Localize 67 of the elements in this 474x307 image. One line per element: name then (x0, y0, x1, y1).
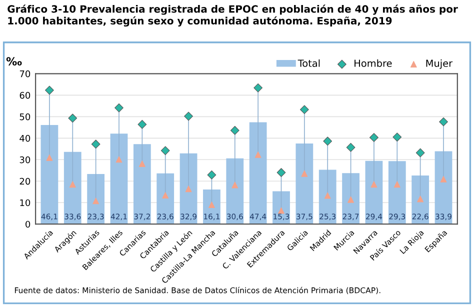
chart-title: Gráfico 3-10 Prevalencia registrada de EPOC en población de 40 y más años por 1.000 habitantes, según sexo y comunidad autónoma. España, 2019 (8, 4, 458, 27)
point (138, 160, 146, 167)
point (185, 186, 192, 192)
point (254, 151, 262, 158)
point (300, 105, 309, 114)
bar (87, 174, 105, 224)
bar (110, 134, 128, 224)
bar (434, 151, 452, 224)
point (323, 136, 332, 146)
point (208, 202, 215, 208)
point (160, 146, 170, 156)
point (91, 140, 100, 149)
point (138, 120, 147, 129)
point (46, 154, 53, 161)
point (254, 83, 263, 92)
point (370, 133, 378, 142)
point (92, 198, 100, 204)
bar (133, 144, 151, 224)
y-tick-label: 60 (20, 92, 30, 99)
point (68, 114, 78, 123)
bar (272, 191, 290, 224)
point (230, 126, 240, 135)
point (348, 196, 354, 203)
point (370, 181, 378, 188)
y-tick-label: 10 (20, 199, 30, 206)
point (232, 182, 238, 188)
bar (388, 161, 406, 224)
point (69, 181, 76, 188)
legend-label: Hombre (354, 59, 392, 67)
bar (40, 125, 58, 224)
point (114, 103, 124, 112)
bar (249, 122, 267, 224)
y-tick-label: 20 (20, 178, 30, 185)
bar (203, 190, 220, 224)
bar (365, 160, 383, 224)
y-tick-label: 50 (20, 113, 30, 120)
point (416, 148, 425, 158)
bar (342, 173, 360, 224)
point (116, 156, 122, 163)
point (207, 170, 216, 180)
legend-label: Total (298, 59, 320, 67)
point (417, 196, 424, 202)
bar (296, 144, 314, 224)
point (324, 192, 331, 199)
point (394, 181, 400, 188)
y-axis-title: ‰ (6, 57, 22, 66)
bar (180, 153, 198, 224)
point (184, 112, 193, 121)
bar (412, 176, 430, 224)
y-tick-label: 40 (20, 134, 30, 142)
point (45, 86, 54, 95)
point (276, 168, 286, 177)
point (301, 170, 308, 177)
y-tick-label: 70 (20, 70, 30, 78)
point (440, 176, 447, 182)
y-tick-label: 30 (20, 156, 30, 164)
point (346, 142, 356, 152)
point (392, 132, 402, 142)
bar (64, 152, 82, 224)
point (162, 192, 169, 199)
legend-label: Mujer (426, 59, 453, 69)
bar (226, 158, 244, 224)
bar (318, 170, 336, 224)
bar (156, 173, 174, 224)
y-tick-label: 0 (26, 220, 30, 228)
point (278, 207, 284, 214)
point (439, 117, 448, 126)
